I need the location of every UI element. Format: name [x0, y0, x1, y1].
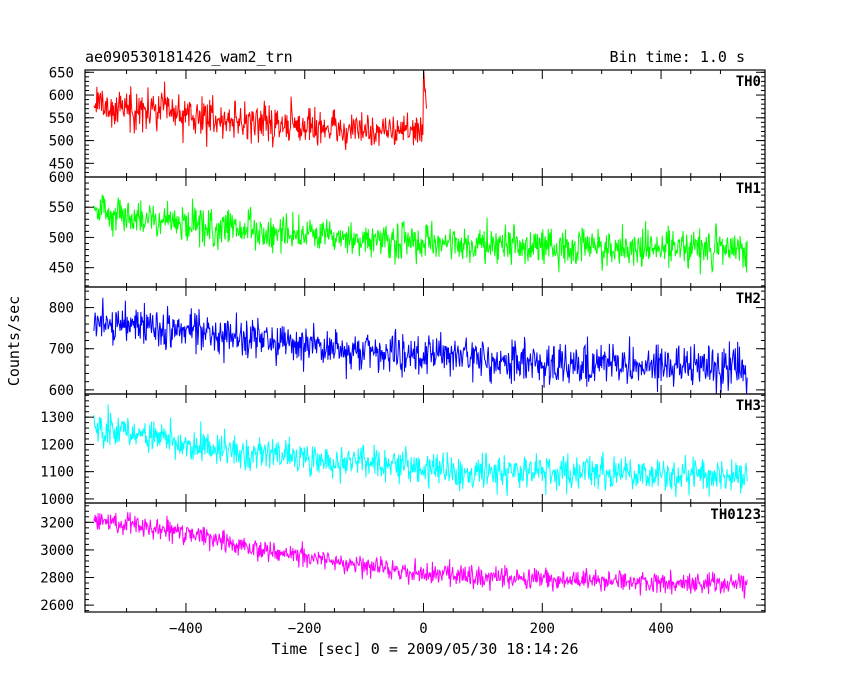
panel-label-th0: TH0 [736, 74, 761, 90]
y-tick-label: 600 [49, 383, 74, 399]
y-tick-label: 1300 [40, 410, 74, 426]
y-tick-label: 2600 [40, 598, 74, 614]
panel-label-th1: TH1 [736, 181, 761, 197]
panel-frame-th0123 [84, 502, 766, 613]
y-tick-label: 1000 [40, 492, 74, 508]
panel-label-th2: TH2 [736, 291, 761, 307]
series-line-th1 [93, 194, 748, 275]
series-line-th0123 [93, 512, 748, 599]
series-line-th0 [93, 70, 427, 151]
x-tick-label: 400 [648, 621, 673, 637]
panel-th2: 600 700 800 TH2 [49, 286, 766, 399]
y-tick-label: 500 [49, 134, 74, 150]
y-tick-label: 550 [49, 111, 74, 127]
x-tick-label: 0 [419, 621, 427, 637]
y-tick-label: 800 [49, 301, 74, 317]
x-axis-title: Time [sec] 0 = 2009/05/30 18:14:26 [271, 640, 578, 658]
panel-th0: 450 500 550 600 650 TH0 [49, 65, 766, 178]
series-line-th3 [93, 404, 748, 498]
y-tick-label: 550 [49, 200, 74, 216]
y-axis-title: Counts/sec [5, 296, 23, 386]
bin-time-label: Bin time: 1.0 s [610, 48, 745, 66]
y-tick-label: 3000 [40, 543, 74, 559]
y-tick-label: 1100 [40, 465, 74, 481]
x-tick-label: 200 [530, 621, 555, 637]
y-tick-label: 600 [49, 88, 74, 104]
series-line-th2 [93, 297, 748, 394]
panels-layer: 450 500 550 600 650 TH0 450 500 550 600 TH1 600 700 8… [40, 65, 766, 637]
panel-th0123: 2600 2800 3000 3200 TH0123 [40, 502, 766, 614]
y-tick-label: 1200 [40, 437, 74, 453]
panel-th3: 1000 1100 1200 1300 TH3 [40, 393, 766, 508]
panel-frame-th2 [84, 286, 766, 395]
y-tick-label: 3200 [40, 515, 74, 531]
y-tick-label: 650 [49, 65, 74, 81]
x-tick-label: −400 [169, 621, 203, 637]
y-tick-label: 450 [49, 261, 74, 277]
y-tick-label: 500 [49, 230, 74, 246]
panel-label-th0123: TH0123 [710, 507, 761, 523]
y-tick-label: 600 [49, 170, 74, 186]
panel-label-th3: TH3 [736, 398, 761, 414]
panel-th1: 450 500 550 600 TH1 [49, 170, 766, 288]
chart-title: ae090530181426_wam2_trn [85, 48, 293, 66]
y-tick-label: 700 [49, 342, 74, 358]
x-tick-label: −200 [288, 621, 322, 637]
y-tick-label: 2800 [40, 571, 74, 587]
y-tick-label: 450 [49, 156, 74, 172]
